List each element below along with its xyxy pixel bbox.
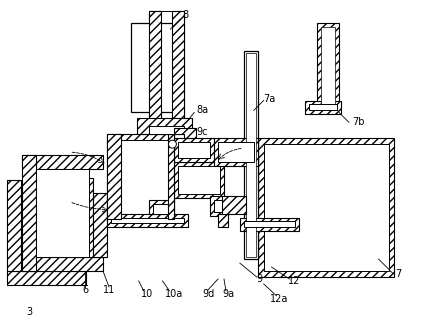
Bar [172,11,184,128]
Bar [7,180,21,271]
Bar [107,134,121,220]
Text: 9: 9 [256,274,263,284]
Polygon shape [175,128,196,138]
Text: 7: 7 [395,269,402,279]
Text: 8a: 8a [196,105,208,116]
Bar [113,140,168,213]
Circle shape [168,140,176,148]
Text: 7a: 7a [264,93,276,104]
Text: 10: 10 [140,289,153,299]
Bar [149,200,175,213]
Text: 3: 3 [27,307,33,317]
Text: 12a: 12a [270,294,289,304]
Bar [149,11,160,128]
Text: 7b: 7b [353,117,365,127]
Bar [305,100,341,114]
Bar [321,27,335,107]
Text: 9a: 9a [222,289,234,299]
Bar [107,134,175,220]
Bar [137,118,192,134]
Bar [309,105,337,110]
Bar [111,218,184,223]
Text: 9d: 9d [202,289,214,299]
Text: 9c: 9c [196,127,208,137]
Bar [214,138,258,166]
Bar [246,53,256,257]
Bar [244,221,295,227]
Bar [22,155,35,271]
Bar [244,51,258,259]
Bar [22,257,103,271]
Text: 12: 12 [288,276,300,286]
Bar [175,138,214,162]
Bar [7,271,86,285]
Bar [264,144,389,271]
Text: 11: 11 [103,285,115,295]
Bar [218,142,254,162]
Bar [214,200,224,212]
Bar [131,23,180,112]
Bar [240,218,299,231]
Bar [218,213,228,227]
Bar [317,23,339,110]
Bar [149,126,184,134]
Bar [22,155,103,169]
Bar [175,162,224,198]
Bar [149,11,160,128]
Bar [168,134,175,220]
Bar [258,138,394,277]
Bar [172,11,184,128]
Bar [35,169,89,257]
Bar [93,193,107,257]
Bar [149,11,184,91]
Bar [75,178,93,257]
Bar [152,204,171,213]
Text: 6: 6 [82,285,88,295]
Bar [107,213,188,227]
Text: 8: 8 [182,10,188,20]
Bar [210,196,228,215]
Bar [222,196,246,213]
Bar [179,166,220,194]
Text: 10a: 10a [165,289,183,299]
Bar [179,142,210,158]
